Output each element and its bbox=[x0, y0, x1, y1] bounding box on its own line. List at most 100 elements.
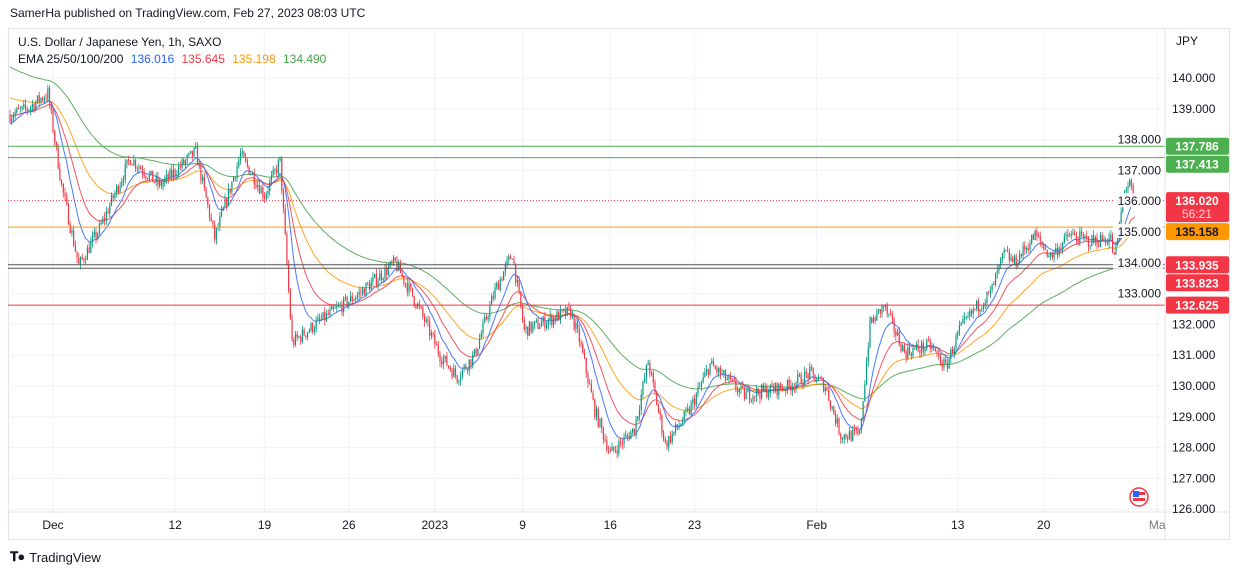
candle-up bbox=[926, 340, 928, 349]
candle-up bbox=[1120, 211, 1122, 224]
candle-down bbox=[568, 306, 570, 308]
candle-up bbox=[47, 88, 49, 99]
candle-down bbox=[405, 283, 407, 285]
candle-up bbox=[644, 378, 646, 382]
candle-down bbox=[883, 305, 885, 307]
candle-down bbox=[544, 316, 546, 329]
candle-up bbox=[1094, 237, 1096, 243]
candle-down bbox=[511, 259, 513, 260]
candle-down bbox=[38, 95, 40, 102]
candle-up bbox=[595, 408, 598, 418]
candle-up bbox=[355, 297, 357, 300]
candle-down bbox=[501, 279, 503, 281]
candle-up bbox=[480, 333, 482, 339]
candle-down bbox=[800, 374, 802, 385]
price-chart[interactable]: 126.000 127.000 128.000 129.000 130.000 131.0… bbox=[8, 28, 1230, 540]
candle-up bbox=[150, 170, 152, 174]
currency-label[interactable]: JPY bbox=[1176, 34, 1199, 48]
candle-down bbox=[853, 429, 856, 431]
candle-up bbox=[687, 408, 689, 411]
candle-up bbox=[222, 207, 224, 211]
candle-down bbox=[456, 375, 458, 382]
candle-up bbox=[148, 173, 150, 179]
candle-up bbox=[231, 181, 233, 193]
candle-up bbox=[623, 436, 625, 444]
candle-up bbox=[90, 241, 92, 253]
time-tick-label: Ma bbox=[1149, 518, 1166, 532]
candle-down bbox=[435, 344, 438, 346]
candle-up bbox=[752, 396, 754, 401]
candle-up bbox=[948, 359, 950, 369]
candle-up bbox=[100, 223, 102, 225]
candle-down bbox=[107, 211, 109, 214]
candle-up bbox=[943, 359, 945, 368]
candle-up bbox=[761, 384, 763, 399]
candle-down bbox=[319, 317, 321, 320]
ema-legend[interactable]: EMA 25/50/100/200 136.016 135.645 135.19… bbox=[18, 51, 330, 68]
time-tick-label: 20 bbox=[1037, 518, 1051, 532]
candle-up bbox=[817, 377, 819, 381]
candle-up bbox=[219, 216, 221, 228]
candle-down bbox=[42, 98, 44, 101]
candle-up bbox=[365, 283, 367, 296]
candle-down bbox=[432, 332, 434, 335]
candle-down bbox=[423, 316, 426, 322]
candle-down bbox=[607, 450, 610, 452]
price-tick-label: 128.000 bbox=[1172, 441, 1216, 455]
candle-down bbox=[1132, 185, 1134, 201]
candle-down bbox=[1043, 244, 1045, 249]
level-price-label bbox=[1166, 256, 1229, 274]
candle-up bbox=[21, 106, 23, 109]
candle-down bbox=[243, 151, 245, 157]
candle-up bbox=[1108, 237, 1110, 244]
candle-up bbox=[728, 375, 730, 380]
candle-down bbox=[145, 175, 147, 178]
candle-down bbox=[45, 98, 47, 100]
us-flag-event-icon[interactable] bbox=[1129, 487, 1149, 507]
candle-down bbox=[48, 88, 51, 105]
time-tick-label: 2023 bbox=[421, 518, 448, 532]
candle-up bbox=[972, 308, 974, 314]
candle-down bbox=[160, 181, 162, 187]
candle-down bbox=[61, 180, 63, 184]
footer-brand[interactable]: 𝐓● TradingView bbox=[10, 549, 101, 565]
ema200-line bbox=[9, 66, 1136, 400]
candle-up bbox=[425, 319, 427, 322]
candle-up bbox=[1034, 230, 1036, 240]
candle-down bbox=[564, 308, 567, 316]
ema100-value: 135.198 bbox=[232, 52, 276, 66]
symbol-title[interactable]: U.S. Dollar / Japanese Yen, 1h, SAXO bbox=[18, 35, 222, 49]
candle-up bbox=[336, 306, 338, 308]
candle-down bbox=[74, 245, 76, 252]
price-tick-label: 135.000 bbox=[1118, 225, 1162, 239]
price-tick-label: 137.000 bbox=[1118, 163, 1162, 177]
candle-down bbox=[466, 368, 469, 371]
candle-down bbox=[828, 389, 830, 401]
candle-down bbox=[614, 449, 617, 451]
candle-down bbox=[509, 256, 512, 260]
ema-label: EMA 25/50/100/200 bbox=[18, 52, 124, 66]
candle-up bbox=[630, 432, 632, 440]
candle-down bbox=[657, 405, 660, 412]
candle-up bbox=[198, 163, 200, 166]
candle-up bbox=[236, 166, 238, 178]
candle-down bbox=[903, 345, 905, 352]
level-price-label bbox=[1166, 223, 1229, 241]
candle-up bbox=[549, 315, 551, 321]
candle-up bbox=[11, 118, 13, 122]
candle-down bbox=[171, 169, 173, 177]
candle-up bbox=[650, 372, 653, 374]
candle-up bbox=[337, 305, 340, 307]
candle-up bbox=[260, 187, 262, 194]
candle-down bbox=[1111, 234, 1114, 253]
candle-up bbox=[387, 267, 389, 275]
price-tick-backdrop bbox=[1113, 254, 1163, 269]
candle-up bbox=[711, 360, 713, 364]
candle-down bbox=[530, 321, 532, 332]
candle-up bbox=[673, 431, 675, 434]
candle-up bbox=[265, 193, 267, 199]
candle-up bbox=[532, 324, 534, 332]
candle-up bbox=[272, 169, 274, 176]
candle-down bbox=[449, 367, 451, 370]
candle-up bbox=[747, 389, 749, 393]
